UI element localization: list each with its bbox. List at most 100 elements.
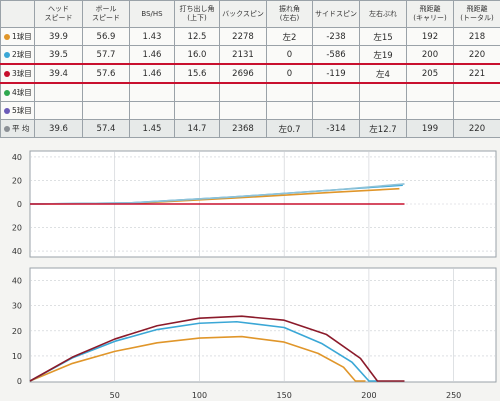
shot-color-dot-icon: [4, 70, 10, 77]
trajectory-top-view-chart: 40 20 0 20 40: [12, 150, 497, 258]
column-header: ヘッド スピード: [34, 0, 83, 28]
shot-label-text: 4球目: [12, 88, 32, 97]
top-y-tick-label: 40: [12, 247, 22, 256]
table-cell: 15.6: [174, 63, 220, 84]
table-cell: [34, 101, 83, 120]
column-header: 左右ぶれ: [359, 0, 407, 28]
column-header-line1: サイドスピン: [315, 9, 357, 18]
table-cell: [219, 82, 267, 102]
table-cell: 左19: [359, 45, 407, 65]
table-cell: 1.43: [129, 27, 175, 46]
shot-row[interactable]: 1球目 39.9 56.9 1.43 12.5 2278 左2 -238 左15 192 218: [0, 27, 500, 46]
table-cell: 220: [453, 45, 500, 65]
table-cell: 0: [266, 45, 313, 65]
top-y-tick-label: 20: [12, 224, 22, 233]
bottom-x-tick-label: 50: [110, 391, 120, 400]
bottom-x-tick-label: 200: [361, 391, 376, 400]
top-y-tick-label: 20: [12, 176, 22, 185]
shot-row[interactable]: 4球目: [0, 82, 500, 102]
shot-color-dot-icon: [4, 89, 10, 96]
table-cell: 220: [453, 119, 500, 138]
column-header: 飛距離 (トータル): [453, 0, 500, 28]
shot-row-label[interactable]: 5球目: [0, 101, 35, 120]
table-cell: -238: [312, 27, 360, 46]
table-cell: [359, 82, 407, 102]
column-header-line1: 飛距離: [466, 5, 488, 13]
shot-label-text: 3球目: [12, 69, 32, 78]
column-header: 振れ角 (左右): [266, 0, 313, 28]
column-header: 打ち出し角 (上下): [174, 0, 220, 28]
column-header-line1: バックスピン: [222, 9, 264, 18]
table-cell: [406, 82, 454, 102]
bottom-x-tick-label: 250: [446, 391, 461, 400]
table-cell: 1.45: [129, 119, 175, 138]
table-cell: 57.4: [82, 119, 130, 138]
column-header-line2: (左右): [279, 14, 300, 22]
table-cell: [129, 101, 175, 120]
table-cell: [359, 101, 407, 120]
table-cell: 0: [266, 63, 313, 84]
table-cell: [82, 82, 130, 102]
column-header-line2: (トータル): [460, 14, 494, 22]
shot-row[interactable]: 平 均 39.6 57.4 1.45 14.7 2368 左0.7 -314 左12.7 199 2…: [0, 119, 500, 138]
table-cell: 39.6: [34, 119, 83, 138]
table-cell: 12.5: [174, 27, 220, 46]
shot-label-text: 1球目: [12, 32, 32, 41]
shot-label-text: 2球目: [12, 50, 32, 59]
table-cell: [266, 82, 313, 102]
column-header-line1: 打ち出し角: [179, 5, 215, 13]
table-cell: 左12.7: [359, 119, 407, 138]
shot-row-label[interactable]: 平 均: [0, 119, 35, 138]
table-cell: [312, 101, 360, 120]
table-cell: 39.5: [34, 45, 83, 65]
table-cell: [453, 101, 500, 120]
table-cell: [266, 101, 313, 120]
table-cell: [174, 82, 220, 102]
shot-color-dot-icon: [4, 125, 10, 132]
shot-color-dot-icon: [4, 107, 10, 114]
column-header-line1: 左右ぶれ: [369, 9, 397, 18]
table-cell: 218: [453, 27, 500, 46]
column-header-line1: 振れ角: [279, 5, 300, 13]
shot-row[interactable]: 5球目: [0, 101, 500, 120]
table-cell: 205: [406, 63, 454, 84]
shot-row[interactable]: 2球目 39.5 57.7 1.46 16.0 2131 0 -586 左19 200 220: [0, 45, 500, 65]
shot-row-label[interactable]: 2球目: [0, 45, 35, 65]
shot-color-dot-icon: [4, 33, 10, 40]
column-header-line2: (上下): [187, 14, 207, 22]
table-cell: 200: [406, 45, 454, 65]
shot-row-label[interactable]: 4球目: [0, 82, 35, 102]
column-header-line1: ボール: [95, 5, 117, 13]
table-cell: 56.9: [82, 27, 130, 46]
table-cell: 16.0: [174, 45, 220, 65]
bottom-y-tick-label: 20: [12, 327, 22, 336]
table-cell: 192: [406, 27, 454, 46]
shot-color-dot-icon: [4, 51, 10, 58]
table-cell: [219, 101, 267, 120]
table-cell: 左15: [359, 27, 407, 46]
side-trajectory-line: [29, 320, 378, 382]
table-cell: 2696: [219, 63, 267, 84]
table-cell: 左0.7: [266, 119, 313, 138]
table-cell: 1.46: [129, 45, 175, 65]
table-header-row: ヘッド スピード ボール スピード BS/HS 打ち出し角 (上下) バックスピン 振れ角 (左右…: [0, 0, 500, 28]
table-cell: 2368: [219, 119, 267, 138]
table-cell: 199: [406, 119, 454, 138]
shot-row[interactable]: 3球目 39.4 57.6 1.46 15.6 2696 0 -119 左4 205 221: [0, 63, 500, 84]
column-header: [0, 0, 35, 28]
shot-data-table: ヘッド スピード ボール スピード BS/HS 打ち出し角 (上下) バックスピン 振れ角 (左右…: [0, 0, 500, 138]
table-cell: 39.4: [34, 63, 83, 84]
table-cell: [34, 82, 83, 102]
shot-row-label[interactable]: 3球目: [0, 63, 35, 84]
shot-row-label[interactable]: 1球目: [0, 27, 35, 46]
bottom-x-tick-label: 150: [277, 391, 292, 400]
table-cell: [82, 101, 130, 120]
side-trajectory-line: [29, 315, 405, 382]
column-header: ボール スピード: [82, 0, 130, 28]
side-trajectory-line: [29, 335, 366, 382]
table-cell: [453, 82, 500, 102]
column-header-line2: (キャリー): [413, 14, 447, 22]
table-cell: 57.7: [82, 45, 130, 65]
table-cell: 左4: [359, 63, 407, 84]
table-cell: [129, 82, 175, 102]
